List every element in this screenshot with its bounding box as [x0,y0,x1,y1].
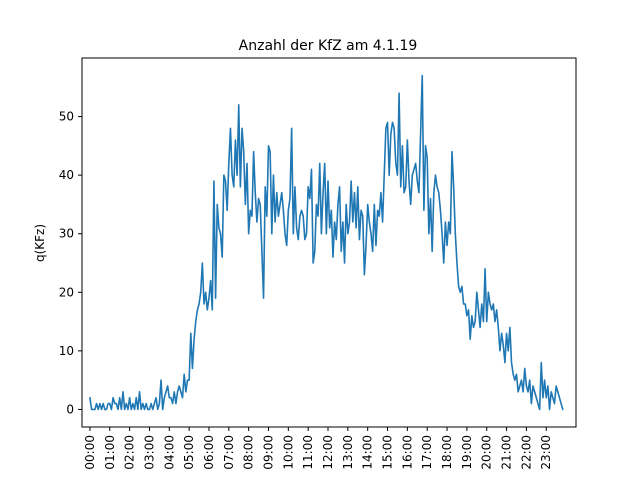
x-tick-label: 22:00 [519,435,533,470]
x-tick-label: 06:00 [202,435,216,470]
y-tick-label: 50 [59,110,74,124]
x-tick-label: 08:00 [242,435,256,470]
plot-frame [81,57,577,428]
x-tick-label: 10:00 [281,435,295,470]
x-tick-label: 21:00 [500,435,514,470]
x-tick-label: 02:00 [123,435,137,470]
x-tick-label: 05:00 [182,435,196,470]
series-line [89,74,564,411]
x-tick-label: 14:00 [361,435,375,470]
x-tick-label: 16:00 [400,435,414,470]
x-tick-label: 19:00 [460,435,474,470]
x-tick-label: 04:00 [162,435,176,470]
y-tick-label: 30 [59,227,74,241]
x-tick-label: 00:00 [83,435,97,470]
y-tick-label: 20 [59,285,74,299]
x-tick-label: 13:00 [341,435,355,470]
y-axis: 0 10 20 30 40 50 [59,110,82,416]
x-tick-label: 11:00 [301,435,315,470]
x-tick-label: 17:00 [420,435,434,470]
x-tick-label: 09:00 [261,435,275,470]
x-tick-label: 23:00 [539,435,553,470]
x-tick-label: 07:00 [222,435,236,470]
y-tick-label: 10 [59,344,74,358]
y-tick-label: 0 [66,402,74,416]
x-tick-label: 12:00 [321,435,335,470]
x-tick-label: 18:00 [440,435,454,470]
x-tick-label: 01:00 [103,435,117,470]
plot-area [81,57,577,428]
x-axis: 00:00 01:00 02:00 03:00 04:00 05:00 06:00 07:00… [83,427,553,470]
chart-title: Anzahl der KfZ am 4.1.19 [239,38,418,54]
x-tick-label: 15:00 [381,435,395,470]
y-tick-label: 40 [59,168,74,182]
y-axis-label: q(KFz) [33,224,47,262]
x-tick-label: 20:00 [480,435,494,470]
x-tick-label: 03:00 [142,435,156,470]
